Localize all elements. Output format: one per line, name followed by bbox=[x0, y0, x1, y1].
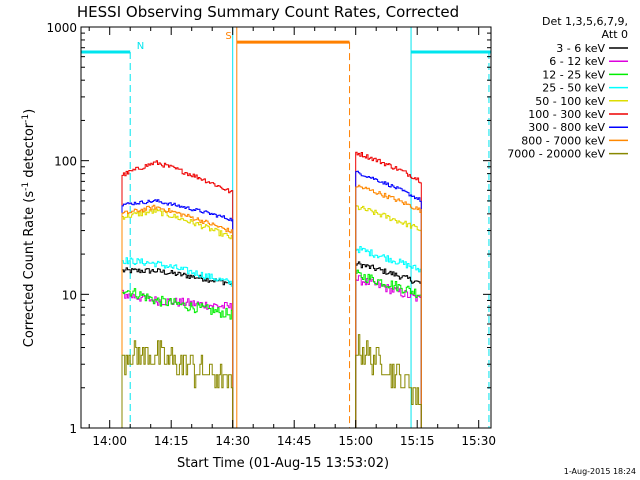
series-line-8 bbox=[121, 334, 422, 428]
series-line-5 bbox=[121, 151, 422, 428]
series-line-0 bbox=[121, 261, 422, 428]
chart-title: HESSI Observing Summary Count Rates, Cor… bbox=[77, 3, 459, 21]
x-tick-label-5: 15:15 bbox=[400, 434, 435, 448]
x-axis-label: Start Time (01-Aug-15 13:53:02) bbox=[177, 456, 389, 471]
series-line-4 bbox=[121, 205, 422, 428]
legend-label-7: 800 - 7000 keV bbox=[521, 134, 605, 147]
x-tick-label-3: 14:45 bbox=[277, 434, 312, 448]
x-tick-label-4: 15:00 bbox=[338, 434, 373, 448]
y-tick-label-1: 10 bbox=[62, 288, 77, 302]
legend-label-1: 6 - 12 keV bbox=[549, 55, 605, 68]
flag-label-N: N bbox=[137, 41, 144, 52]
y-axis-label: Corrected Count Rate (s-1 detector-1) bbox=[21, 109, 37, 347]
x-tick-label-2: 14:30 bbox=[215, 434, 250, 448]
data-layer: NS bbox=[81, 27, 491, 428]
plot-frame bbox=[80, 26, 492, 429]
legend-label-2: 12 - 25 keV bbox=[542, 68, 605, 81]
footer-timestamp: 1-Aug-2015 18:24 bbox=[564, 467, 636, 476]
y-axis-label-e: ) bbox=[22, 109, 37, 114]
legend-label-8: 7000 - 20000 keV bbox=[507, 148, 605, 161]
series-line-3 bbox=[121, 246, 422, 428]
legend-label-6: 300 - 800 keV bbox=[528, 121, 605, 134]
y-axis-label-c: detector bbox=[22, 122, 37, 182]
series-line-6 bbox=[121, 170, 422, 428]
y-tick-label-0: 1 bbox=[69, 422, 77, 436]
axes: 14:00 14:15 14:30 14:45 15:00 15:15 15:30 1 10 10… bbox=[46, 21, 496, 448]
series-line-2 bbox=[121, 269, 422, 428]
y-tick-label-3: 1000 bbox=[46, 21, 77, 35]
y-tick-label-2: 100 bbox=[54, 155, 77, 169]
legend-header-2: Att 0 bbox=[602, 28, 628, 41]
legend-header-1: Det 1,3,5,6,7,9, bbox=[542, 15, 628, 28]
legend-label-3: 25 - 50 keV bbox=[542, 82, 605, 95]
y-axis-label-a: Corrected Count Rate (s bbox=[22, 191, 37, 348]
legend-label-5: 100 - 300 keV bbox=[528, 108, 605, 121]
legend-label-0: 3 - 6 keV bbox=[556, 42, 605, 55]
flag-label-S: S bbox=[225, 31, 231, 42]
series-line-7 bbox=[121, 184, 422, 428]
x-tick-label-6: 15:30 bbox=[461, 434, 496, 448]
y-axis-label-b: -1 bbox=[21, 182, 31, 191]
x-tick-label-0: 14:00 bbox=[92, 434, 127, 448]
legend-label-4: 50 - 100 keV bbox=[535, 95, 605, 108]
x-tick-label-1: 14:15 bbox=[154, 434, 189, 448]
y-axis-label-d: -1 bbox=[21, 114, 31, 123]
